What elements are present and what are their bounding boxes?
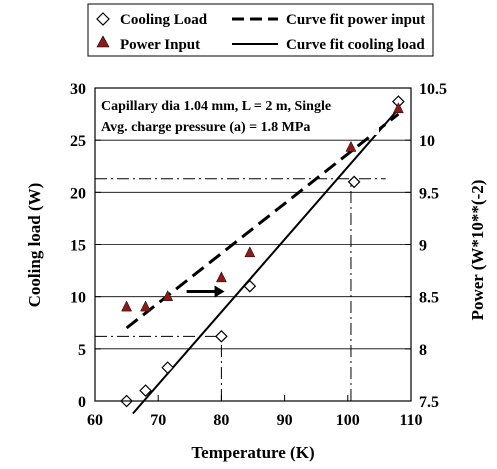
legend-label-curve-fit-power: Curve fit power input — [286, 12, 425, 28]
annotation-line-1: Capillary dia 1.04 mm, L = 2 m, Single — [101, 99, 331, 114]
y-tick-label-left-30: 30 — [70, 81, 86, 98]
y-tick-label-left-5: 5 — [78, 342, 86, 359]
point-cooling-load-2 — [162, 362, 173, 373]
y-tick-label-right-8: 8 — [419, 342, 427, 359]
trend-arrow — [187, 285, 225, 297]
x-tick-label-110: 110 — [399, 412, 422, 429]
x-axis-label: Temperature (K) — [191, 443, 314, 462]
point-power-input-5 — [346, 141, 356, 151]
legend-label-cooling-load: Cooling Load — [120, 12, 208, 28]
y-tick-label-right-9: 9 — [419, 238, 427, 255]
annotation: Capillary dia 1.04 mm, L = 2 m, Single A… — [99, 91, 379, 135]
point-cooling-load-5 — [349, 176, 360, 187]
x-tick-label-80: 80 — [213, 412, 229, 429]
point-power-input-4 — [245, 247, 255, 257]
y-tick-label-left-15: 15 — [70, 238, 86, 255]
point-power-input-1 — [141, 301, 151, 311]
point-cooling-load-3 — [216, 331, 227, 342]
point-power-input-0 — [122, 301, 132, 311]
y-axis-label-left: Cooling load (W) — [25, 183, 44, 308]
y-tick-label-left-0: 0 — [78, 394, 86, 411]
x-tick-label-90: 90 — [277, 412, 293, 429]
legend-label-curve-fit-cooling: Curve fit cooling load — [286, 37, 425, 53]
point-power-input-2 — [163, 291, 173, 301]
y-tick-label-left-20: 20 — [70, 185, 86, 202]
y-tick-label-right-10: 10 — [419, 133, 435, 150]
x-tick-label-100: 100 — [336, 412, 360, 429]
arrow-head — [215, 285, 225, 297]
y-tick-label-right-10.5: 10.5 — [419, 81, 447, 98]
legend: Cooling Load Power Input Curve fit power… — [88, 4, 433, 56]
x-tick-label-70: 70 — [150, 412, 166, 429]
point-power-input-3 — [216, 272, 226, 282]
annotation-line-2: Avg. charge pressure (a) = 1.8 MPa — [101, 120, 310, 135]
grid — [95, 140, 411, 349]
y-tick-label-right-9.5: 9.5 — [419, 185, 439, 202]
y-tick-label-left-10: 10 — [70, 290, 86, 307]
x-tick-label-60: 60 — [87, 412, 103, 429]
y-tick-label-right-8.5: 8.5 — [419, 290, 439, 307]
y-axis-label-right: Power (W*10**(-2) — [468, 180, 487, 321]
y-tick-label-right-7.5: 7.5 — [419, 394, 439, 411]
legend-label-power-input: Power Input — [120, 37, 200, 53]
y-tick-label-left-25: 25 — [70, 133, 86, 150]
